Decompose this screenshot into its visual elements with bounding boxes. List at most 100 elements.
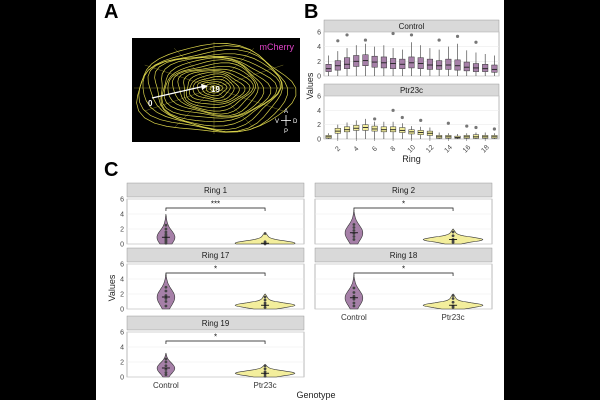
box [482, 64, 489, 72]
panel-a-letter: A [104, 1, 119, 23]
control-data-point [164, 357, 168, 361]
significance-bracket [353, 207, 454, 211]
facet-strip-label: Control [399, 22, 425, 31]
ptr23c-data-point [451, 230, 455, 234]
x-tick-label: Control [153, 381, 179, 390]
y-tick-label: 2 [317, 122, 321, 129]
mcherry-label: mCherry [259, 42, 294, 52]
y-tick-label: 6 [120, 330, 124, 337]
outlier-point [336, 39, 340, 43]
y-axis-title: Values [107, 274, 117, 301]
panel-c-letter: C [104, 159, 119, 181]
control-data-point [164, 368, 168, 371]
x-tick-label: 8 [390, 145, 398, 153]
control-data-point [164, 373, 168, 377]
x-tick-label: Ptr23c [253, 381, 276, 390]
control-data-point [352, 301, 356, 305]
x-tick-label: 6 [371, 145, 379, 153]
ptr23c-data-point [451, 297, 455, 300]
ring-spoke [144, 87, 215, 112]
facet-strip [314, 182, 493, 198]
control-data-point [164, 223, 168, 227]
y-tick-label: 2 [120, 360, 124, 367]
panel-a-microscopy: mCherry 0 19 A P V D [132, 38, 300, 142]
significance-label: * [402, 200, 405, 209]
y-tick-label: 4 [120, 345, 124, 352]
outlier-point [437, 38, 441, 42]
x-axis-title: Ring [402, 154, 421, 164]
ptr23c-data-point [263, 232, 267, 235]
x-tick-label: 16 [462, 144, 473, 155]
control-data-point [352, 291, 356, 294]
ring-spoke [213, 87, 284, 112]
axis-v-label: V [275, 119, 279, 125]
control-data-point [164, 371, 168, 374]
facet-strip [126, 315, 305, 331]
significance-label: * [214, 333, 217, 342]
ptr23c-data-point [263, 367, 267, 371]
box [463, 61, 470, 72]
control-data-point [164, 227, 168, 231]
box [325, 64, 332, 72]
outlier-point [474, 40, 478, 44]
facet-strip-label: Ring 2 [392, 186, 416, 195]
box [426, 58, 433, 70]
y-tick-label: 0 [120, 375, 124, 382]
ptr23c-data-point [263, 295, 267, 299]
box [454, 59, 461, 71]
y-tick-label: 4 [317, 44, 321, 51]
y-tick-label: 0 [317, 74, 321, 81]
outlier-point [446, 121, 450, 125]
control-data-point [164, 230, 168, 234]
ptr23c-data-point [263, 306, 267, 309]
outlier-point [391, 108, 395, 112]
control-data-point [352, 294, 356, 298]
facet-strip-label: Ring 19 [202, 319, 230, 328]
y-tick-label: 6 [317, 30, 321, 37]
control-data-point [352, 229, 356, 232]
y-tick-label: 4 [317, 108, 321, 115]
outlier-point [419, 118, 423, 122]
control-data-point [352, 226, 356, 229]
y-tick-label: 0 [317, 137, 321, 144]
significance-label: *** [211, 200, 220, 209]
ring-end-label: 19 [211, 85, 220, 94]
y-tick-label: 6 [317, 94, 321, 101]
ring-spoke [173, 48, 215, 89]
control-data-point [164, 232, 168, 236]
ptr23c-data-point [263, 370, 267, 374]
orientation-compass: A P V D [275, 109, 298, 135]
facet-strip [126, 182, 305, 198]
facet-strip-label: Ring 1 [204, 186, 228, 195]
ring-spoke [213, 64, 284, 89]
facet-strip-label: Ptr23c [400, 86, 423, 95]
outlier-point [492, 127, 496, 131]
outlier-point [345, 33, 349, 37]
ptr23c-data-point [451, 300, 455, 304]
control-data-point [164, 294, 168, 297]
control-data-point [352, 297, 356, 301]
box [436, 60, 443, 70]
box [491, 64, 498, 73]
ring-contours [134, 42, 297, 134]
significance-bracket [165, 340, 266, 344]
y-tick-label: 6 [120, 262, 124, 269]
y-tick-label: 4 [120, 277, 124, 284]
box [445, 58, 452, 70]
y-tick-label: 4 [120, 212, 124, 219]
control-data-point [164, 360, 168, 364]
control-data-point [352, 304, 356, 308]
outlier-point [363, 38, 368, 42]
ring-spoke [213, 48, 255, 89]
ptr23c-data-point [263, 364, 267, 368]
outlier-point [409, 33, 414, 37]
control-data-point [164, 297, 168, 300]
facet-strip-label: Ring 17 [202, 251, 230, 260]
ring-spoke [213, 87, 255, 128]
control-data-point [352, 223, 356, 226]
ptr23c-data-point [451, 234, 455, 238]
y-tick-label: 6 [120, 197, 124, 204]
y-axis-title: Values [305, 72, 315, 99]
ptr23c-data-point [263, 298, 267, 302]
significance-bracket [165, 272, 266, 276]
